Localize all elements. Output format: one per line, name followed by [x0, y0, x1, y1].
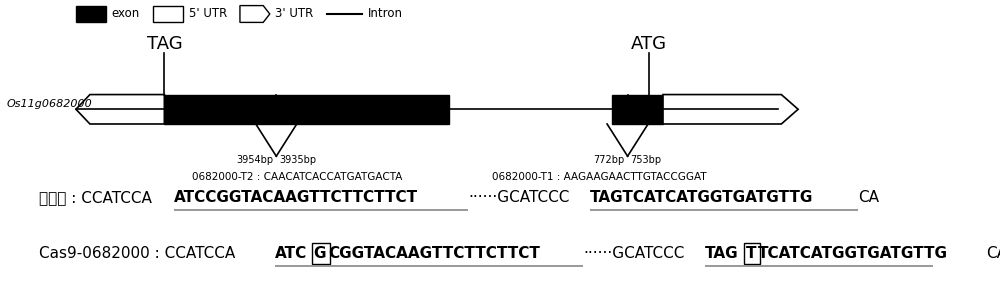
- Text: 0682000-T1 : AAGAAGAACTTGTACCGGAT: 0682000-T1 : AAGAAGAACTTGTACCGGAT: [492, 171, 707, 182]
- FancyBboxPatch shape: [164, 95, 449, 124]
- Text: ATCCGGTACAAGTTCTTCTTCT: ATCCGGTACAAGTTCTTCTTCT: [174, 190, 419, 205]
- Text: Cas9-0682000 : CCATCCA: Cas9-0682000 : CCATCCA: [39, 246, 235, 261]
- Text: 753bp: 753bp: [630, 155, 662, 165]
- Text: ······GCATCCC: ······GCATCCC: [468, 190, 569, 205]
- Text: ATC: ATC: [275, 246, 307, 261]
- Text: Intron: Intron: [368, 7, 403, 20]
- Text: T: T: [746, 246, 756, 261]
- Text: TCATCATGGTGATGTTG: TCATCATGGTGATGTTG: [758, 246, 948, 261]
- Text: TAGTCATCATGGTGATGTTG: TAGTCATCATGGTGATGTTG: [590, 190, 813, 205]
- Text: 3954bp: 3954bp: [236, 155, 273, 165]
- Text: 772bp: 772bp: [594, 155, 625, 165]
- Text: CA: CA: [987, 246, 1000, 261]
- Text: TAG: TAG: [147, 35, 182, 53]
- Polygon shape: [663, 95, 798, 124]
- Text: 3' UTR: 3' UTR: [275, 7, 314, 20]
- Text: CGGTACAAGTTCTTCTTCT: CGGTACAAGTTCTTCTTCT: [328, 246, 540, 261]
- Text: 0682000-T2 : CAACATCACCATGATGACTA: 0682000-T2 : CAACATCACCATGATGACTA: [192, 171, 403, 182]
- Polygon shape: [240, 6, 270, 22]
- Polygon shape: [76, 95, 164, 124]
- FancyBboxPatch shape: [612, 95, 663, 124]
- Text: 日本晴 : CCATCCA: 日本晴 : CCATCCA: [39, 190, 152, 205]
- Text: CA: CA: [858, 190, 879, 205]
- FancyBboxPatch shape: [76, 6, 106, 22]
- Text: exon: exon: [111, 7, 140, 20]
- Text: G: G: [313, 246, 326, 261]
- Text: Os11g0682000: Os11g0682000: [6, 99, 92, 109]
- Text: 5' UTR: 5' UTR: [189, 7, 227, 20]
- Text: ······GCATCCC: ······GCATCCC: [583, 246, 685, 261]
- Text: 3935bp: 3935bp: [279, 155, 316, 165]
- Text: ATG: ATG: [631, 35, 667, 53]
- Text: TAG: TAG: [705, 246, 739, 261]
- FancyBboxPatch shape: [153, 6, 183, 22]
